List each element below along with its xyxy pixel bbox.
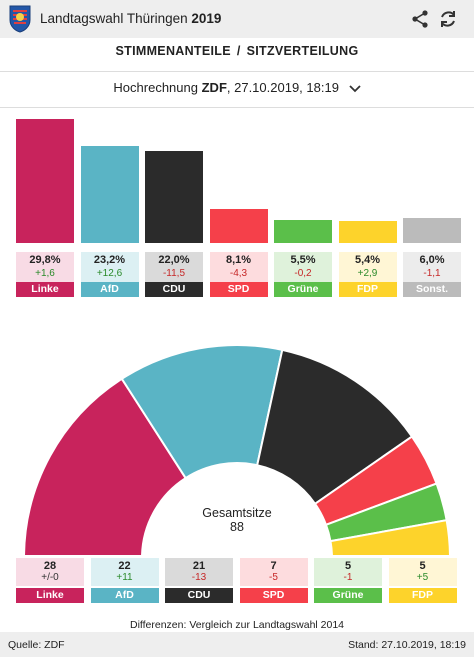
- reload-icon[interactable]: [437, 8, 459, 30]
- diff-label: +1,6: [35, 268, 55, 279]
- seat-count: 22: [118, 560, 131, 572]
- value-box-fdp: 5,4% +2,9: [338, 252, 397, 282]
- seat-box-fdp: 5 +5: [388, 558, 457, 586]
- seat-diff: +11: [116, 572, 133, 583]
- seat-diff: +/-0: [41, 572, 59, 583]
- footer: Quelle: ZDF Stand: 27.10.2019, 18:19: [0, 632, 474, 657]
- comparison-note: Differenzen: Vergleich zur Landtagswahl …: [129, 619, 345, 631]
- value-label: 5,4%: [354, 254, 381, 266]
- value-label: 29,8%: [29, 254, 61, 266]
- party-label-afd: AfD: [80, 282, 139, 297]
- tab-seats[interactable]: SITZVERTEILUNG: [246, 44, 359, 58]
- app-title-year: 2019: [191, 11, 222, 26]
- forecast-datetime: , 27.10.2019, 18:19: [226, 80, 339, 95]
- party-label-fdp: FDP: [338, 282, 397, 297]
- seat-segment-cdu: [256, 348, 414, 506]
- diff-label: -4,3: [229, 268, 248, 279]
- value-box-linke: 29,8% +1,6: [16, 252, 74, 282]
- seat-diff: -13: [191, 572, 207, 583]
- seat-count: 5: [419, 560, 426, 572]
- forecast-selector[interactable]: Hochrechnung ZDF, 27.10.2019, 18:19: [0, 80, 474, 102]
- diff-label: -0,2: [294, 268, 312, 279]
- value-box-afd: 23,2% +12,6: [80, 252, 139, 282]
- total-seats-caption: Gesamtsitze: [202, 506, 272, 520]
- diff-label: +12,6: [96, 268, 123, 279]
- party-label-gruene: Grüne: [274, 282, 332, 297]
- seat-box-linke: 28 +/-0: [16, 558, 84, 586]
- bar-cdu: [145, 151, 203, 243]
- view-tabs: STIMMENANTEILE / SITZVERTEILUNG: [0, 44, 474, 66]
- total-seats-label: Gesamtsitze 88: [167, 506, 307, 534]
- seat-party-label-spd: SPD: [239, 588, 308, 603]
- seat-party-label-fdp: FDP: [388, 588, 457, 603]
- bar-fdp: [338, 220, 397, 243]
- app-title-text: Landtagswahl Thüringen: [40, 11, 188, 26]
- seat-count: 28: [43, 560, 57, 572]
- party-label-spd: SPD: [209, 282, 268, 297]
- value-box-cdu: 22,0% -11,5: [145, 252, 203, 282]
- seat-box-afd: 22 +11: [90, 558, 159, 586]
- bar-gruene: [274, 220, 332, 243]
- forecast-prefix: Hochrechnung: [113, 80, 198, 95]
- diff-label: +2,9: [357, 268, 378, 279]
- diff-label: -1,1: [423, 268, 441, 279]
- value-label: 6,0%: [419, 254, 445, 266]
- bar-sonst: [403, 218, 461, 243]
- source-label: Quelle: ZDF: [8, 639, 65, 651]
- seat-count: 21: [192, 560, 206, 572]
- value-label: 8,1%: [225, 254, 252, 266]
- seat-segment-linke: [23, 377, 188, 555]
- diff-label: -11,5: [162, 268, 186, 279]
- value-box-spd: 8,1% -4,3: [209, 252, 268, 282]
- crest-icon: [9, 5, 31, 33]
- value-box-sonst: 6,0% -1,1: [403, 252, 461, 282]
- seat-party-label-gruene: Grüne: [314, 588, 382, 603]
- value-label: 23,2%: [93, 254, 126, 266]
- value-label: 5,5%: [290, 254, 316, 266]
- bar-spd: [209, 209, 268, 243]
- timestamp-label: Stand: 27.10.2019, 18:19: [348, 639, 466, 651]
- app-title: Landtagswahl Thüringen 2019: [40, 11, 221, 26]
- seat-distribution-chart: [23, 344, 451, 555]
- seat-party-label-cdu: CDU: [165, 588, 233, 603]
- share-icon[interactable]: [410, 9, 430, 29]
- value-label: 22,0%: [158, 254, 190, 266]
- app-header: Landtagswahl Thüringen 2019: [0, 0, 474, 38]
- seat-box-cdu: 21 -13: [165, 558, 233, 586]
- bar-linke: [16, 119, 74, 243]
- party-label-linke: Linke: [16, 282, 74, 297]
- seat-diff: -1: [343, 572, 353, 583]
- bar-afd: [80, 146, 139, 243]
- vote-share-chart: 29,8% +1,6 Linke 23,2% +12,6 AfD 22,0% -11,5 CDU…: [0, 108, 474, 300]
- value-box-gruene: 5,5% -0,2: [274, 252, 332, 282]
- chevron-down-icon: [348, 84, 361, 92]
- seat-party-label-linke: Linke: [16, 588, 84, 603]
- seat-diff: -5: [269, 572, 278, 583]
- tab-votes[interactable]: STIMMENANTEILE: [115, 44, 231, 58]
- seat-segment-fdp: [329, 519, 451, 555]
- party-label-cdu: CDU: [145, 282, 203, 297]
- seat-count: 5: [344, 560, 352, 572]
- divider: [0, 107, 474, 108]
- divider: [0, 71, 474, 72]
- party-label-sonst: Sonst.: [403, 282, 461, 297]
- seat-diff: +5: [416, 572, 429, 583]
- tab-separator: /: [236, 44, 241, 58]
- seat-box-spd: 7 -5: [239, 558, 308, 586]
- seat-party-label-afd: AfD: [90, 588, 159, 603]
- seat-box-gruene: 5 -1: [314, 558, 382, 586]
- seat-count: 7: [270, 560, 277, 572]
- total-seats-value: 88: [230, 520, 244, 534]
- forecast-source: ZDF: [201, 80, 227, 95]
